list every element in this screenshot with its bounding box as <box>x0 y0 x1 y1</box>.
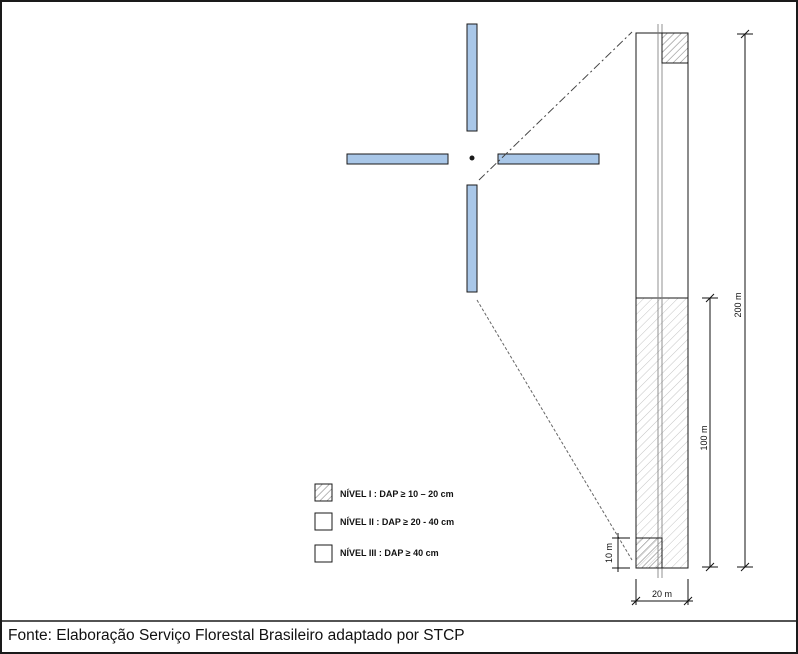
dimension-10m: 10 m <box>604 533 630 572</box>
zoom-line-top <box>478 31 633 181</box>
legend-swatch-level-3 <box>314 544 333 563</box>
legend-swatch-level-2 <box>314 512 333 531</box>
enlarged-strip <box>635 24 689 578</box>
arm-south <box>466 184 478 293</box>
figure-caption: Fonte: Elaboração Serviço Florestal Bras… <box>8 627 465 644</box>
legend-label-level-1: NÍVEL I : DAP ≥ 10 – 20 cm <box>340 489 454 499</box>
cross-arms <box>346 23 600 293</box>
legend-label-level-3: NÍVEL III : DAP ≥ 40 cm <box>340 548 439 558</box>
subplot-bottom <box>635 537 663 569</box>
legend: NÍVEL I : DAP ≥ 10 – 20 cm NÍVEL II : DA… <box>314 483 454 563</box>
subplot-top <box>661 32 689 64</box>
dimension-100m: 100 m <box>699 293 718 572</box>
dimension-10m-label: 10 m <box>604 543 614 563</box>
center-point <box>469 155 475 161</box>
dimension-200m: 200 m <box>733 29 753 572</box>
legend-label-level-2: NÍVEL II : DAP ≥ 20 - 40 cm <box>340 517 454 527</box>
dimension-200m-label: 200 m <box>733 292 743 317</box>
zoom-line-bottom <box>476 299 633 561</box>
dimension-20m-label: 20 m <box>652 589 672 599</box>
dimension-20m: 20 m <box>631 579 693 606</box>
legend-swatch-level-1 <box>314 483 333 502</box>
dimension-100m-label: 100 m <box>699 425 709 450</box>
arm-north <box>466 23 478 132</box>
arm-east <box>497 153 600 165</box>
arm-west <box>346 153 449 165</box>
